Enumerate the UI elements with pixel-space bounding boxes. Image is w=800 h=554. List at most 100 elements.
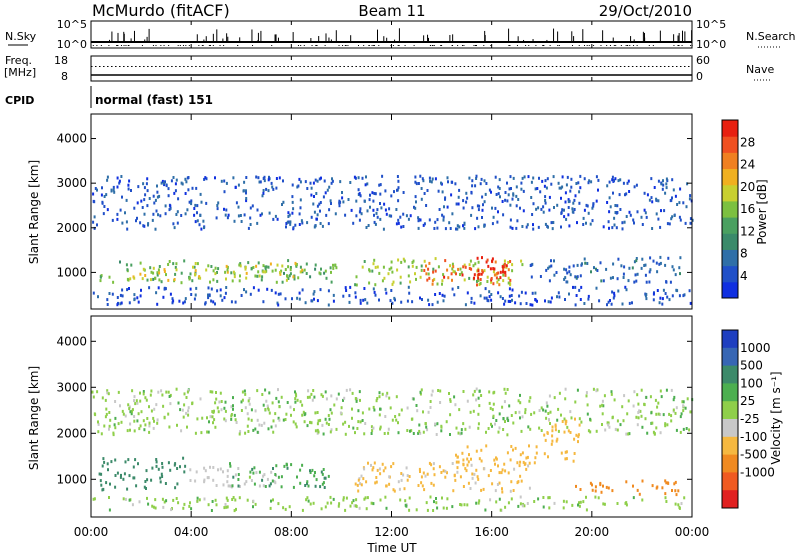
velocity-colorbar-swatch [722,472,738,491]
velocity-cell [540,429,543,432]
power-cell [563,267,566,271]
power-cell [106,178,109,182]
power-cell [572,285,574,289]
velocity-cell [152,426,155,430]
power-cell [529,303,532,307]
power-cell [399,281,402,285]
velocity-cell [553,501,556,505]
power-cell [239,274,241,278]
power-cell [139,221,142,225]
velocity-cell [500,471,503,475]
power-cell [595,286,598,290]
velocity-cell [673,482,676,486]
nave-dot [515,66,518,67]
velocity-cell [296,475,298,479]
power-cell [199,192,202,196]
power-cell [374,293,377,297]
power-cell [257,176,260,180]
velocity-cell [375,480,378,484]
velocity-cell [215,503,218,507]
power-cell [319,288,322,292]
velocity-cell [343,396,346,400]
power-cell [158,278,161,282]
velocity-cell [103,460,106,464]
velocity-cell [549,422,551,425]
power-cell [608,226,610,230]
velocity-cell [365,480,368,484]
velocity-cell [359,398,361,402]
velocity-cell [161,462,164,465]
power-cell [492,267,495,271]
power-cell [318,177,321,181]
power-cell [223,207,225,211]
velocity-cell [214,498,217,502]
power-cell [230,271,233,275]
power-cell [400,300,403,304]
power-cell [548,279,551,283]
velocity-cell [239,430,242,434]
power-colorbar-tick: 4 [740,269,748,283]
power-cell [531,291,534,295]
velocity-cell [564,450,567,454]
velocity-cell [475,501,478,505]
velocity-cell [549,410,552,414]
velocity-cell [215,397,218,401]
nsearch-dot [141,45,143,46]
velocity-cell [594,485,597,489]
velocity-cell [466,457,469,461]
velocity-cell [498,471,501,475]
power-cell [480,272,483,276]
power-cell [501,297,504,300]
velocity-cell [314,471,316,474]
velocity-cell [311,468,314,472]
velocity-cell [385,394,388,398]
velocity-cell [212,421,214,425]
nsearch-dot [128,45,130,46]
power-cell [393,190,395,194]
nsky-panel [90,20,693,49]
nave-dot [235,66,237,67]
velocity-cell [132,465,135,469]
power-cell [689,194,692,198]
power-cell [219,294,222,298]
power-cell [296,185,299,189]
power-cell [312,292,315,296]
velocity-cell [150,389,153,393]
power-cell [216,271,218,274]
power-cell [205,268,208,272]
power-cell [613,291,616,295]
velocity-cell [551,425,554,429]
velocity-cell [587,429,590,433]
nave-dot [507,66,510,67]
velocity-cell [146,417,149,420]
power-cell [298,291,301,295]
power-cell [216,289,219,293]
velocity-cell [256,418,259,422]
velocity-cell [254,409,257,413]
nsearch-dot [168,45,170,46]
power-cell [303,268,306,272]
power-cell [479,281,482,285]
power-cell [483,179,486,183]
power-cell [301,270,304,274]
velocity-cell [326,501,329,505]
power-cell [289,272,292,276]
power-cell [348,300,351,304]
velocity-cell [655,486,658,490]
power-cell [304,180,307,184]
power-cell [532,223,534,227]
velocity-cell [682,404,685,408]
power-cell [373,213,375,217]
velocity-cell [114,474,117,477]
velocity-cell [225,505,228,509]
power-cell [318,202,321,206]
power-cell [625,215,628,218]
power-cell [425,272,428,276]
velocity-cell [444,475,447,479]
power-cell [375,211,378,215]
power-cell [262,300,265,304]
nave-label: Nave [746,63,774,76]
power-cell [335,266,338,270]
velocity-cell [661,486,664,490]
